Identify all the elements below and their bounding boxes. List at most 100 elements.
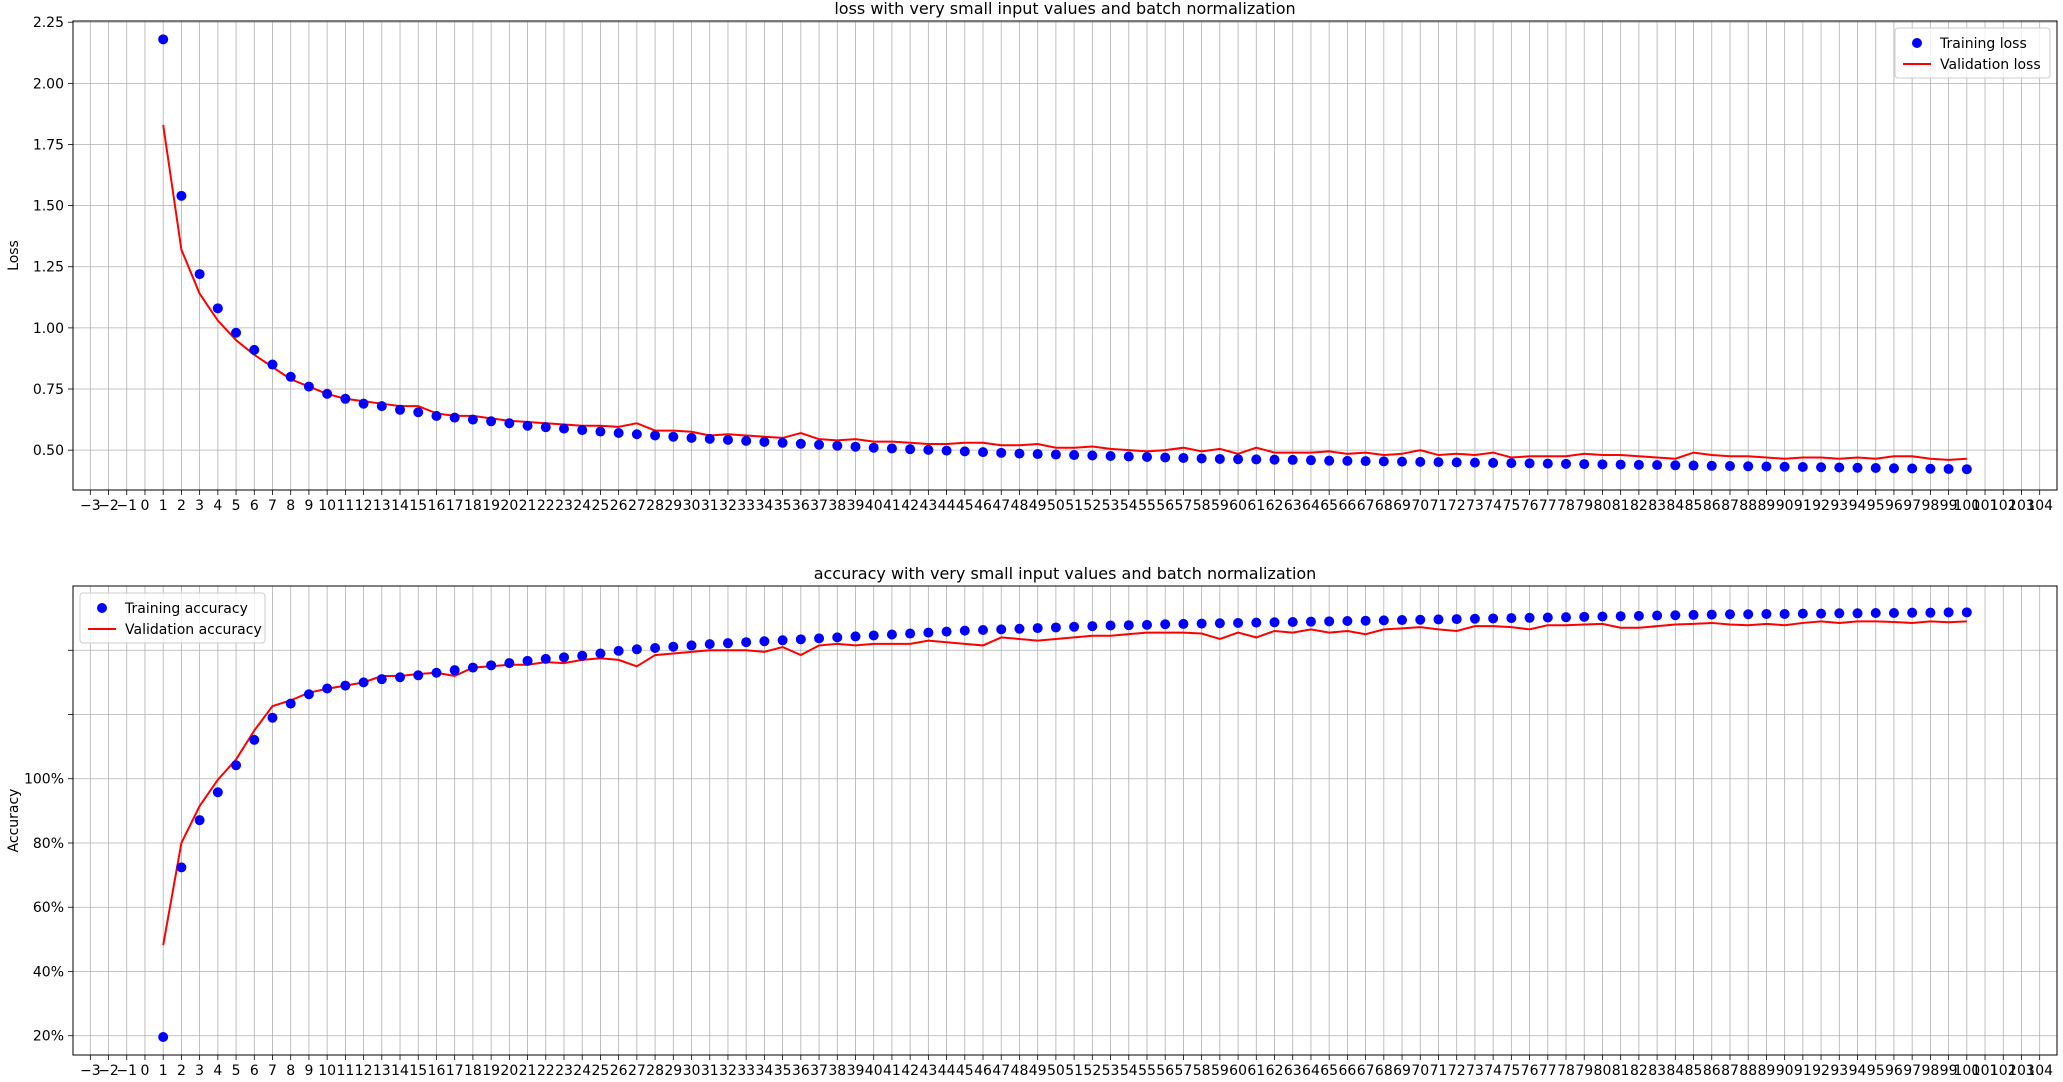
loss-training-point [832,440,843,451]
x-tick-label: 29 [664,1063,682,1079]
loss-training-point [1433,457,1444,468]
x-tick-label: 36 [792,1063,810,1079]
accuracy-training-point [814,633,825,644]
x-tick-label: 27 [628,498,646,514]
x-tick-label: 75 [1502,1063,1520,1079]
loss-training-point [868,442,879,453]
x-tick-label: 53 [1102,1063,1120,1079]
x-tick-label: 53 [1102,498,1120,514]
x-tick-label: 101 [1972,1063,1999,1079]
x-tick-label: 41 [883,1063,901,1079]
accuracy-training-point [1633,610,1644,621]
loss-training-point [1888,463,1899,474]
x-tick-label: 64 [1302,1063,1320,1079]
loss-training-point [577,425,588,436]
x-tick-label: 69 [1393,1063,1411,1079]
accuracy-y-tick-labels: 20% 40% 60% 80% 100% [24,649,73,1045]
loss-training-point [285,371,296,382]
loss-training-point [395,404,406,415]
x-tick-label: 13 [373,1063,391,1079]
x-tick-label: 46 [974,498,992,514]
loss-training-point [1670,460,1681,471]
x-tick-label: 39 [847,498,865,514]
x-tick-label: 32 [719,1063,737,1079]
x-tick-label: 104 [2026,1063,2053,1079]
loss-training-point [1160,452,1171,463]
x-tick-label: 48 [1011,1063,1029,1079]
x-tick-label: 89 [1758,498,1776,514]
loss-training-point [1287,454,1298,465]
accuracy-training-point [1014,623,1025,634]
loss-training-point [631,429,642,440]
accuracy-training-point [1251,617,1262,628]
legend-training-accuracy-label: Training accuracy [124,601,248,617]
y-tick-label: 1.50 [33,199,64,215]
x-tick-label: 1 [159,498,168,514]
accuracy-training-point [1141,619,1152,630]
accuracy-training-point [1123,620,1134,631]
x-tick-label: 65 [1320,498,1338,514]
x-tick-label: 19 [482,498,500,514]
x-tick-label: 7 [268,1063,277,1079]
loss-training-point [1214,453,1225,464]
x-tick-label: 82 [1630,498,1648,514]
loss-training-point [1415,456,1426,467]
accuracy-training-point [595,648,606,659]
accuracy-training-point [1469,613,1480,624]
accuracy-training-point [1615,611,1626,622]
accuracy-training-point [1397,615,1408,626]
accuracy-training-point [322,683,333,694]
loss-training-point [1123,451,1134,462]
x-tick-label: 58 [1193,498,1211,514]
x-tick-label: 49 [1029,1063,1047,1079]
loss-training-point [1469,457,1480,468]
accuracy-training-point [1324,616,1335,627]
x-tick-label: 82 [1630,1063,1648,1079]
x-tick-label: 2 [177,498,186,514]
x-tick-label: 87 [1721,498,1739,514]
accuracy-training-point [741,637,752,648]
x-tick-label: 19 [482,1063,500,1079]
x-tick-label: −2 [98,498,119,514]
x-tick-label: 42 [901,1063,919,1079]
x-tick-label: 71 [1430,1063,1448,1079]
accuracy-legend: Training accuracy Validation accuracy [79,592,266,644]
loss-series-points [158,34,1972,475]
loss-training-point [923,444,934,455]
loss-y-tick-labels: 0.50 0.75 1.00 1.25 1.50 1.75 2.00 2.25 [33,15,73,459]
x-tick-label: 86 [1703,498,1721,514]
x-tick-label: 12 [355,498,373,514]
accuracy-training-point [1797,608,1808,619]
loss-training-point [1907,463,1918,474]
accuracy-training-point [1542,612,1553,623]
loss-training-point [978,447,989,458]
loss-training-point [1451,457,1462,468]
accuracy-training-point [722,638,733,649]
accuracy-training-point [959,625,970,636]
x-tick-label: 41 [883,498,901,514]
x-tick-label: 59 [1211,1063,1229,1079]
x-tick-label: 23 [555,1063,573,1079]
loss-training-point [322,388,333,399]
x-tick-label: 2 [177,1063,186,1079]
x-tick-label: 78 [1557,1063,1575,1079]
x-tick-label: 8 [286,498,295,514]
x-tick-label: 88 [1739,1063,1757,1079]
x-tick-label: 58 [1193,1063,1211,1079]
accuracy-training-point [1178,618,1189,629]
x-tick-label: 104 [2026,498,2053,514]
legend-validation-loss-label: Validation loss [1940,57,2041,73]
x-tick-label: 52 [1083,498,1101,514]
loss-training-point [905,444,916,455]
loss-training-point [558,423,569,434]
accuracy-training-point [1069,621,1080,632]
loss-training-point [741,435,752,446]
accuracy-training-point [978,625,989,636]
x-tick-label: 36 [792,498,810,514]
x-tick-label: 4 [213,1063,222,1079]
accuracy-training-point [1214,618,1225,629]
accuracy-training-point [1925,607,1936,618]
loss-training-point [959,446,970,457]
x-tick-label: 3 [195,1063,204,1079]
x-tick-label: 76 [1521,498,1539,514]
